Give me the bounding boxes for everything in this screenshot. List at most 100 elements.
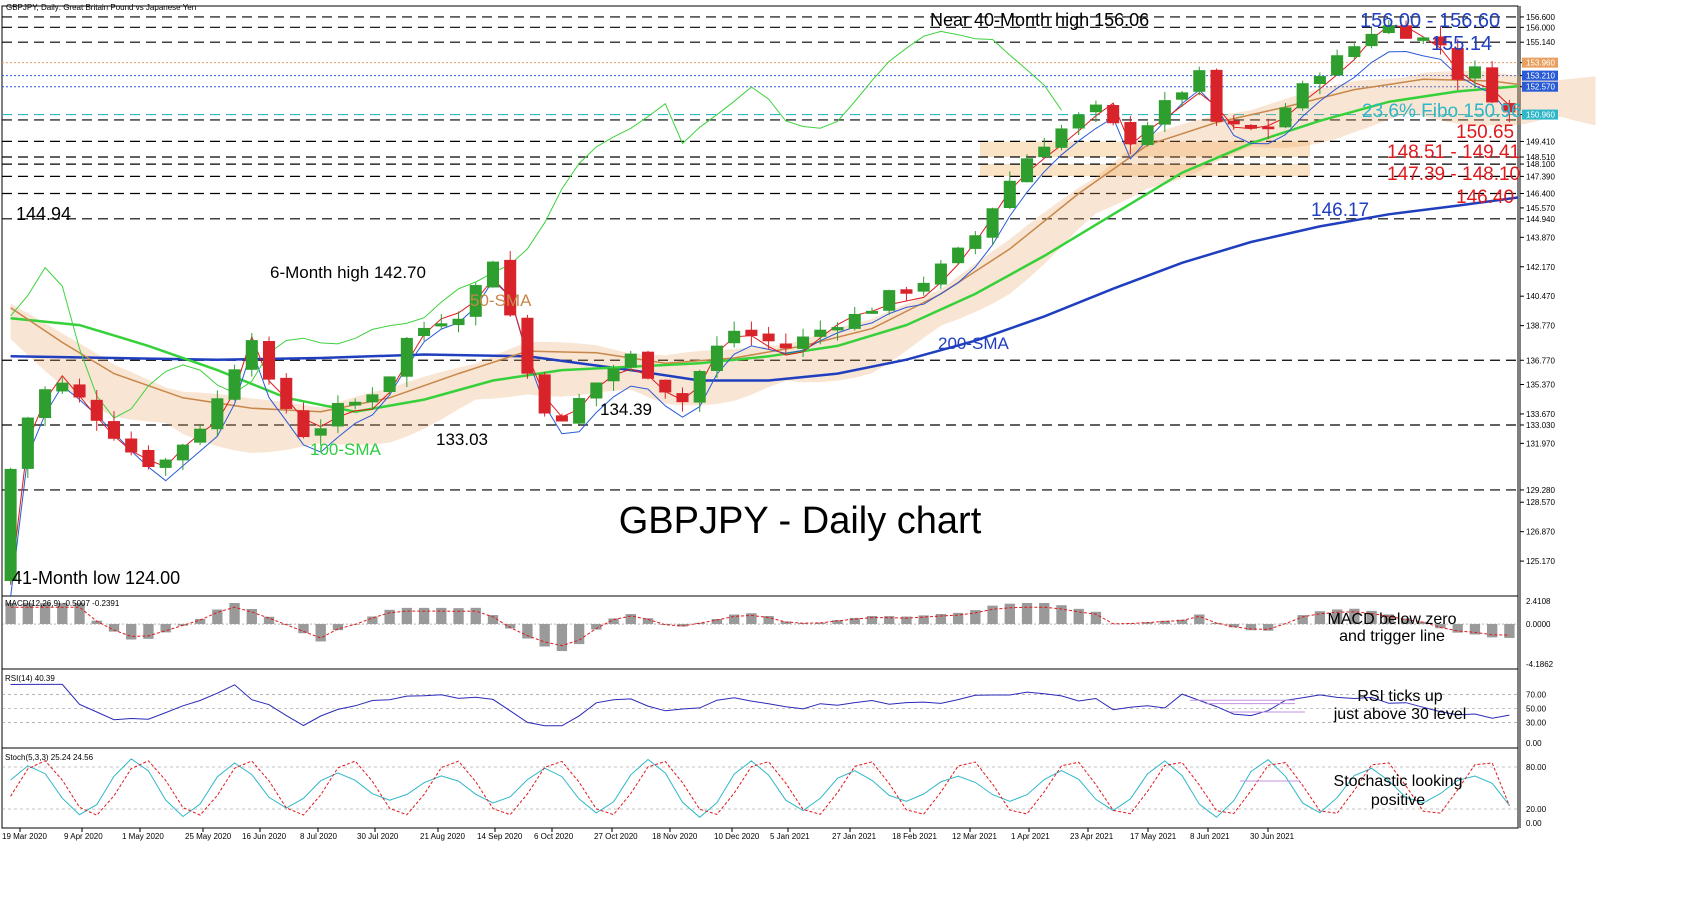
macd-bar <box>660 624 671 625</box>
candle-body <box>728 330 741 344</box>
macd-tick-label: 2.4108 <box>1526 597 1551 606</box>
candle-body <box>1365 33 1378 47</box>
date-tick-label: 16 Jun 2020 <box>242 832 287 841</box>
price-tick-label: 125.170 <box>1526 557 1555 566</box>
macd-bar <box>1073 608 1084 625</box>
price-badge-label: 153.960 <box>1526 59 1555 68</box>
macd-bar <box>57 603 68 625</box>
candle-body <box>590 382 603 399</box>
rsi-annotation: RSI ticks up <box>1357 688 1442 705</box>
macd-bar <box>1056 605 1067 625</box>
date-tick-label: 1 Apr 2021 <box>1011 832 1050 841</box>
candle-body <box>1210 69 1223 122</box>
chart-header: GBPJPY, Daily: Great Britain Pound vs Ja… <box>6 3 197 12</box>
candle-body <box>90 399 103 421</box>
macd-bar <box>1125 623 1136 625</box>
candle-body <box>555 415 568 422</box>
price-tick-label: 143.870 <box>1526 233 1555 242</box>
macd-bar <box>1021 603 1033 625</box>
date-tick-label: 27 Oct 2020 <box>594 832 638 841</box>
annotation-label: 150.65 <box>1456 122 1514 143</box>
price-badge <box>1522 109 1558 120</box>
candle-body <box>469 285 482 317</box>
chikou-line <box>10 30 1062 419</box>
price-badge <box>1522 70 1558 81</box>
ichimoku-cloud <box>10 70 1596 453</box>
candle-body <box>934 263 947 285</box>
annotation-label: 156.00 - 156.60 <box>1360 10 1500 32</box>
macd-bar <box>418 607 430 625</box>
macd-label: MACD(12,26,9) -0.5007 -0.2391 <box>5 599 120 608</box>
candle-body <box>435 323 448 327</box>
macd-bar <box>935 613 947 625</box>
macd-bar <box>1504 624 1515 638</box>
macd-bar <box>1314 611 1326 625</box>
macd-bar <box>556 624 568 652</box>
annotation-label: 41-Month low 124.00 <box>12 568 180 588</box>
price-badge <box>1522 81 1558 92</box>
rsi-tick-label: 0.00 <box>1526 739 1542 748</box>
candle-body <box>1141 125 1154 146</box>
candle-body <box>710 345 723 371</box>
price-tick-label: 147.390 <box>1526 172 1555 181</box>
annotation-label: 23.6% Fibo 150.96 <box>1362 101 1522 122</box>
macd-bar <box>866 616 878 625</box>
macd-bar <box>505 624 516 629</box>
annotation-label: 155.14 <box>1431 33 1492 55</box>
candle-body <box>745 329 758 337</box>
candle-body <box>159 459 172 468</box>
macd-bar <box>5 603 16 625</box>
date-tick-label: 8 Jun 2021 <box>1190 832 1230 841</box>
rsi-tick-label: 50.00 <box>1526 705 1547 714</box>
price-badge <box>1522 57 1558 68</box>
candle-body <box>211 398 224 430</box>
price-tick-label: 148.510 <box>1526 153 1555 162</box>
candle-body <box>1434 36 1447 46</box>
price-tick-label: 145.570 <box>1526 204 1555 213</box>
macd-bar <box>1142 622 1153 625</box>
macd-bar <box>1263 624 1274 631</box>
candle-body <box>693 370 706 403</box>
macd-bar <box>987 605 998 625</box>
macd-bar <box>1228 624 1239 628</box>
candle-body <box>1451 48 1464 80</box>
annotation-label: 100-SMA <box>310 440 382 459</box>
candle-body <box>883 290 896 311</box>
annotation-label: Near 40-Month high 156.06 <box>930 10 1149 30</box>
candle-body <box>676 393 689 403</box>
macd-bar <box>436 607 447 625</box>
macd-bar <box>143 624 154 639</box>
candle-body <box>1107 105 1120 124</box>
date-tick-label: 30 Jun 2021 <box>1250 832 1295 841</box>
annotation-label: 147.39 - 148.10 <box>1387 164 1520 185</box>
annotation-label: 6-Month high 142.70 <box>270 263 426 282</box>
candle-body <box>1038 146 1051 158</box>
macd-bar <box>1159 620 1171 625</box>
macd-bar <box>160 624 171 633</box>
stoch-signal-line <box>10 760 1510 816</box>
macd-bar <box>728 614 740 625</box>
candle-body <box>659 379 672 393</box>
candle-body <box>1468 66 1481 79</box>
candle-body <box>573 398 586 424</box>
candle-body <box>952 247 965 264</box>
macd-bar <box>1004 603 1015 625</box>
candle-body <box>383 376 396 392</box>
price-tick-label: 140.470 <box>1526 292 1555 301</box>
macd-bar <box>970 610 981 625</box>
date-tick-label: 23 Apr 2021 <box>1070 832 1114 841</box>
macd-bar <box>952 612 964 625</box>
candle-body <box>486 261 500 288</box>
candle-body <box>418 327 431 336</box>
candle-body <box>125 438 138 453</box>
macd-bar <box>918 615 929 625</box>
stoch-annotation: Stochastic looking <box>1334 773 1463 790</box>
date-tick-label: 14 Sep 2020 <box>477 832 523 841</box>
candle-body <box>107 421 121 439</box>
macd-bar <box>332 624 344 631</box>
date-tick-label: 18 Nov 2020 <box>652 832 698 841</box>
macd-annotation: and trigger line <box>1339 628 1445 645</box>
date-tick-label: 12 Mar 2021 <box>952 832 997 841</box>
macd-bar <box>487 615 499 625</box>
